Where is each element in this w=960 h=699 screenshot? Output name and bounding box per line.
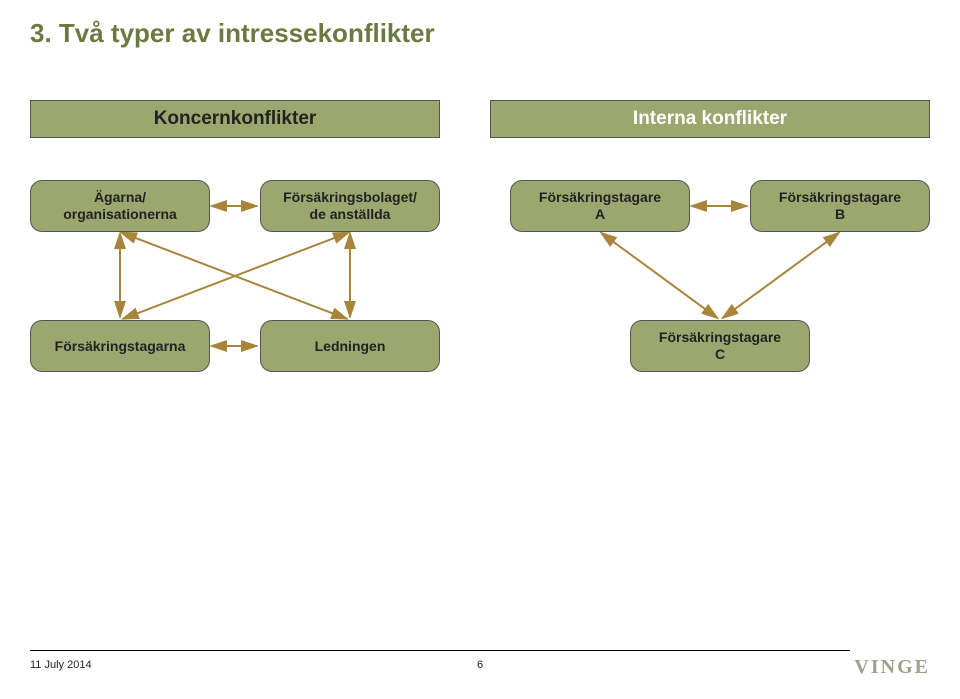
node-ftc: FörsäkringstagareC	[630, 320, 810, 372]
node-label-line: Försäkringstagarna	[55, 338, 186, 355]
node-label-line: Försäkringstagare	[779, 189, 901, 206]
node-bolaget: Försäkringsbolaget/de anställda	[260, 180, 440, 232]
node-label-line: C	[715, 346, 725, 363]
node-label-line: organisationerna	[63, 206, 177, 223]
node-ftb: FörsäkringstagareB	[750, 180, 930, 232]
brand-logo: VINGE	[854, 656, 930, 679]
node-ftagarna: Försäkringstagarna	[30, 320, 210, 372]
page-title: 3. Två typer av intressekonflikter	[30, 18, 435, 49]
node-label-line: Ägarna/	[94, 189, 146, 206]
node-fta: FörsäkringstagareA	[510, 180, 690, 232]
node-label-line: Försäkringstagare	[539, 189, 661, 206]
region-header-koncern: Koncernkonflikter	[30, 100, 440, 138]
node-label-line: A	[595, 206, 605, 223]
node-ledning: Ledningen	[260, 320, 440, 372]
region-header-interna: Interna konflikter	[490, 100, 930, 138]
arrow-fta-ftc	[602, 234, 717, 318]
node-label-line: de anställda	[310, 206, 391, 223]
node-label-line: Försäkringsbolaget/	[283, 189, 417, 206]
arrow-ftb-ftc	[722, 234, 837, 318]
node-label-line: Försäkringstagare	[659, 329, 781, 346]
node-label-line: Ledningen	[315, 338, 386, 355]
arrow-agarna-ledning	[123, 233, 347, 319]
node-label-line: B	[835, 206, 845, 223]
title-text: 3. Två typer av intressekonflikter	[30, 18, 435, 48]
footer-date: 11 July 2014	[30, 659, 92, 671]
footer-rule	[30, 650, 850, 651]
arrow-bolaget-ftagarna	[123, 233, 347, 319]
footer-page: 6	[477, 659, 483, 671]
node-agarna: Ägarna/organisationerna	[30, 180, 210, 232]
